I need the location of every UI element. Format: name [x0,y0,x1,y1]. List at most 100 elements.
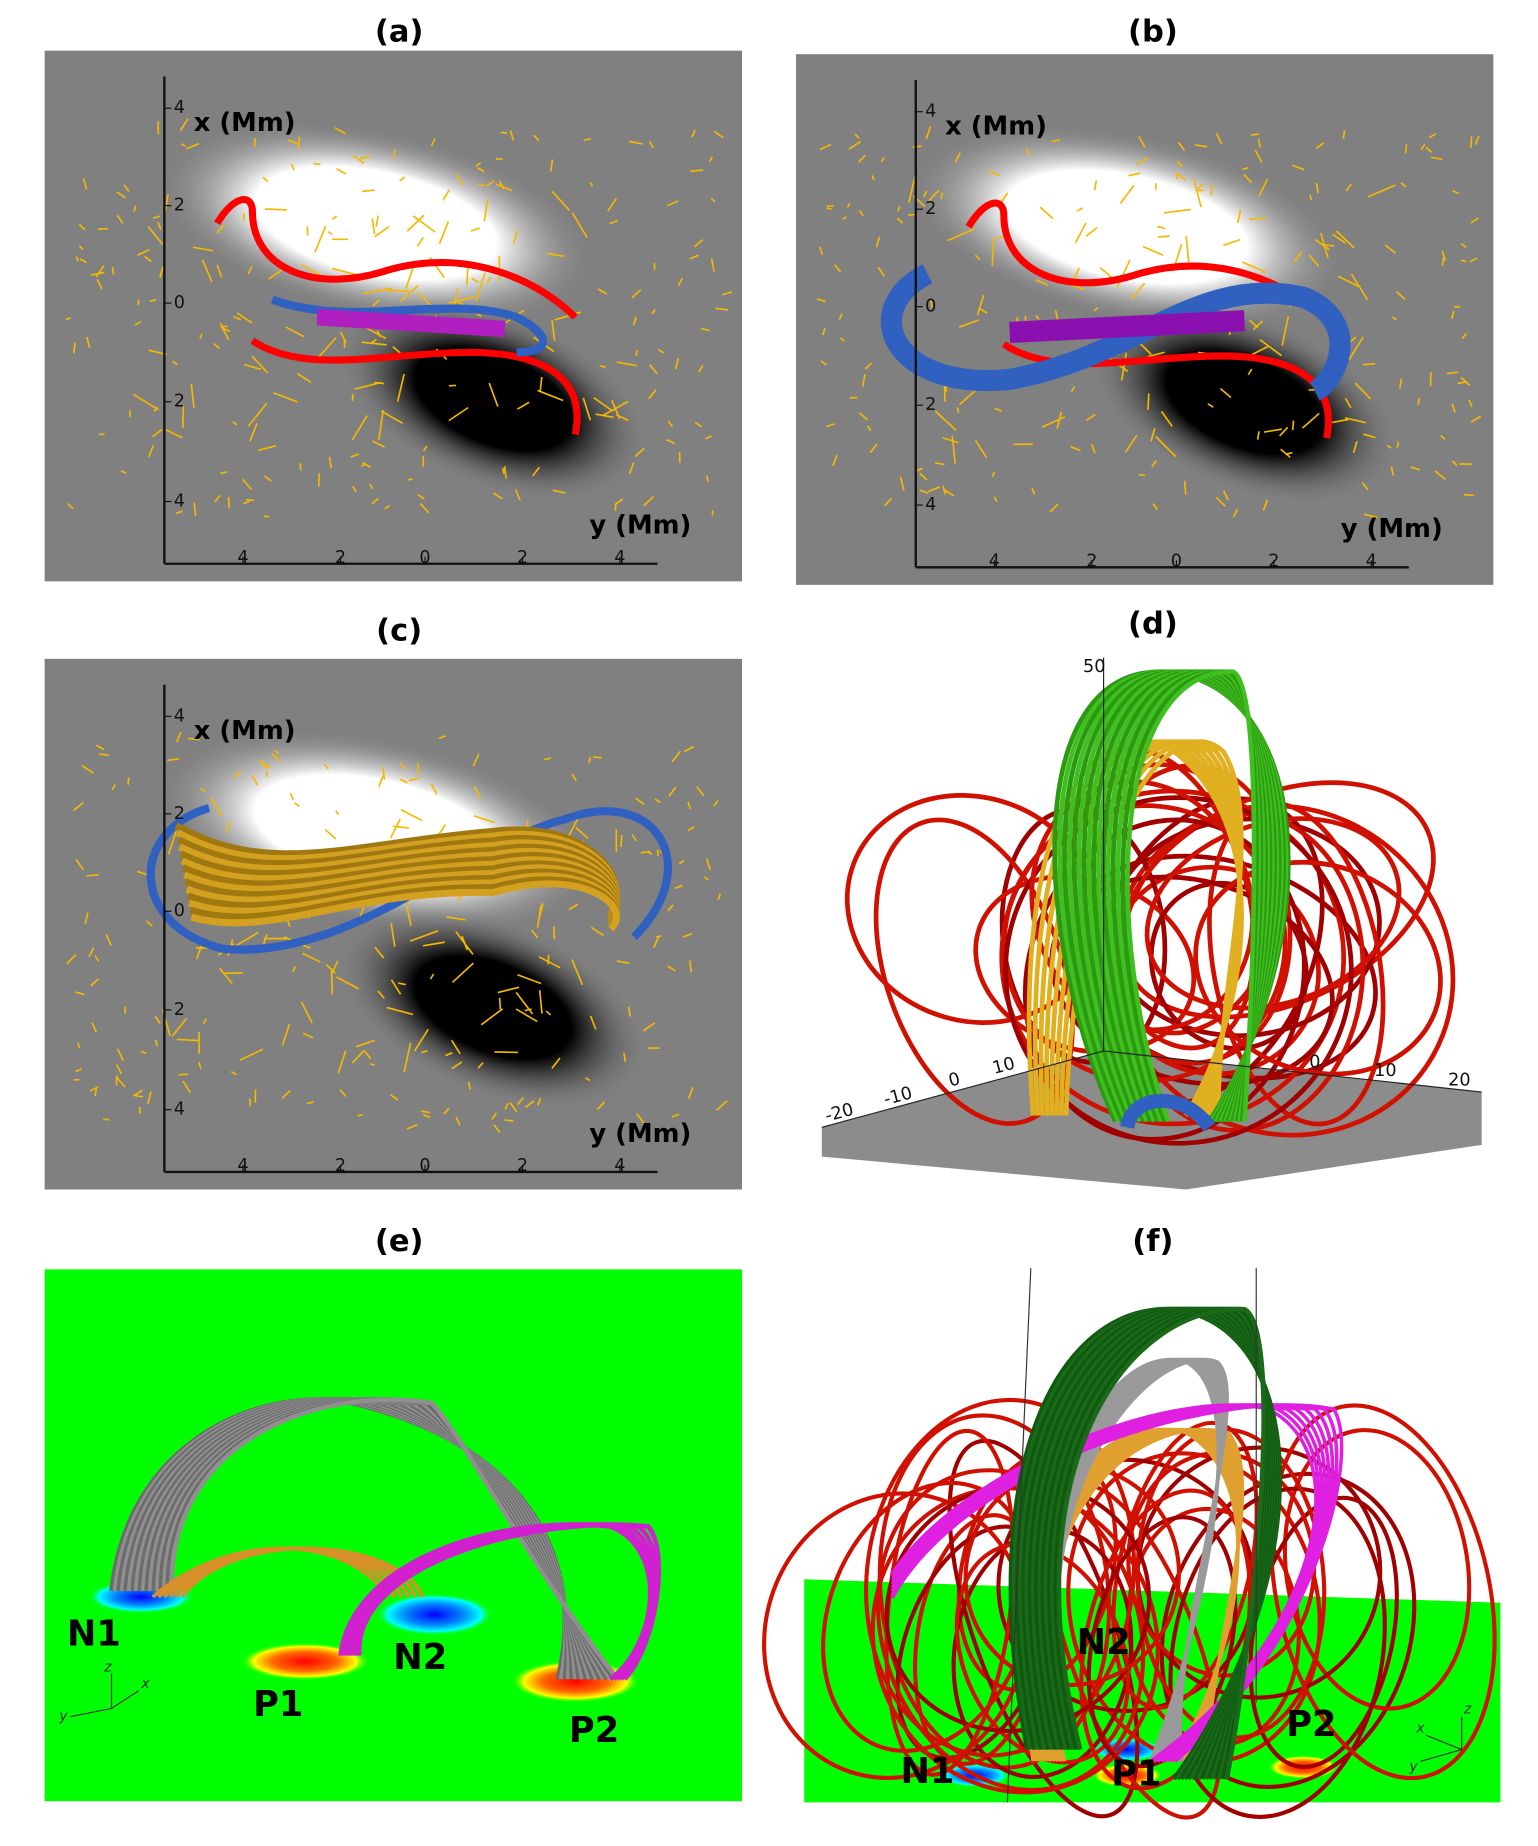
velocity-arrow [486,276,492,284]
velocity-arrow [85,336,91,348]
velocity-arrow [500,131,508,134]
velocity-arrow [1157,235,1170,238]
panel-label: (c) [376,613,422,648]
velocity-arrow [399,176,406,182]
velocity-arrow [1460,259,1467,263]
velocity-arrow [147,1091,152,1105]
velocity-arrow [687,801,692,810]
velocity-arrow [1194,144,1208,148]
velocity-arrow [710,197,716,203]
velocity-arrow [1440,434,1446,440]
velocity-arrow [1441,250,1447,261]
velocity-arrow [98,753,109,756]
polarity-patch [375,1593,494,1636]
field-line [1269,1403,1497,1781]
velocity-arrow [448,295,476,305]
velocity-arrow [1430,156,1443,161]
velocity-arrow [197,1061,202,1070]
axis-letter: x [140,1676,150,1692]
current-contour [965,199,1330,324]
velocity-arrow [390,979,402,995]
velocity-arrow [313,162,321,166]
velocity-arrow [991,471,996,478]
velocity-arrow [480,1008,504,1026]
velocity-arrow [78,245,84,250]
velocity-arrow [504,1103,509,1110]
velocity-arrow [871,174,875,181]
velocity-arrow [609,219,618,225]
polarity-label: N2 [1077,1622,1131,1663]
velocity-arrow [111,784,116,791]
velocity-arrow [671,1113,680,1118]
velocity-arrow [216,224,226,234]
velocity-arrow [722,290,733,296]
velocity-arrow [448,406,469,422]
velocity-arrow [514,489,521,501]
velocity-arrow [1460,242,1467,249]
velocity-arrow [1160,410,1173,427]
velocity-arrow [1417,398,1421,405]
velocity-arrow [1470,415,1482,423]
velocity-arrow [178,1073,188,1076]
velocity-arrow [689,254,699,260]
y-tick-label: 4 [1366,551,1377,571]
velocity-arrow [380,410,403,424]
velocity-arrow [821,327,826,336]
x-tick-label: 4 [925,102,936,122]
velocity-arrow [75,1068,83,1073]
velocity-arrow [382,767,386,780]
velocity-arrow [1386,444,1392,449]
x-tick-label: 2 [174,196,185,216]
velocity-arrow [848,140,862,150]
velocity-arrow [880,157,885,163]
axis-line [821,1050,1104,1128]
velocity-arrow [148,445,155,458]
x-tick-label: 4 [174,1100,185,1120]
velocity-arrow [1193,179,1202,208]
velocity-arrow [1039,206,1054,220]
velocity-arrow [539,376,543,391]
flux-tube [1009,310,1246,344]
velocity-arrow [200,787,206,793]
velocity-arrow [614,498,624,505]
y-tick-label: 4 [237,1156,248,1176]
velocity-arrow [1124,434,1138,453]
velocity-arrow [86,874,99,877]
velocity-arrow [1257,138,1261,148]
velocity-arrow [592,756,602,759]
velocity-arrow [1291,420,1295,431]
velocity-arrow [193,502,197,516]
axis-triad [1420,1716,1463,1762]
velocity-arrow [571,959,584,986]
velocity-arrow [1130,282,1146,300]
velocity-arrow [611,400,621,420]
velocity-arrow [547,954,550,965]
velocity-arrow [79,258,88,264]
velocity-arrow [1135,157,1149,166]
velocity-arrow [274,749,280,755]
velocity-arrow [1363,433,1376,439]
velocity-arrow [1236,209,1242,224]
field-line [1056,1306,1267,1780]
panel-label: (b) [1128,15,1178,50]
velocity-arrow [1315,182,1319,194]
velocity-arrow [96,278,103,290]
velocity-arrow [271,752,281,762]
field-line [1168,1486,1387,1819]
velocity-arrow [154,1015,161,1024]
panel-label: (e) [375,1224,424,1259]
velocity-arrow [677,277,684,287]
field-line [1086,1515,1238,1769]
velocity-arrow [649,141,654,149]
y-tick-label: 2 [1268,551,1279,571]
axis-label: y (Mm) [589,511,691,541]
velocity-arrow [115,1076,126,1088]
velocity-arrow [958,319,980,328]
field-line [875,1468,1146,1793]
velocity-arrow [634,447,645,458]
velocity-arrow [337,1050,347,1074]
velocity-arrow [666,200,679,207]
velocity-arrow [545,1010,552,1016]
axis-label: y (Mm) [589,1119,691,1149]
velocity-arrow [1074,222,1087,244]
